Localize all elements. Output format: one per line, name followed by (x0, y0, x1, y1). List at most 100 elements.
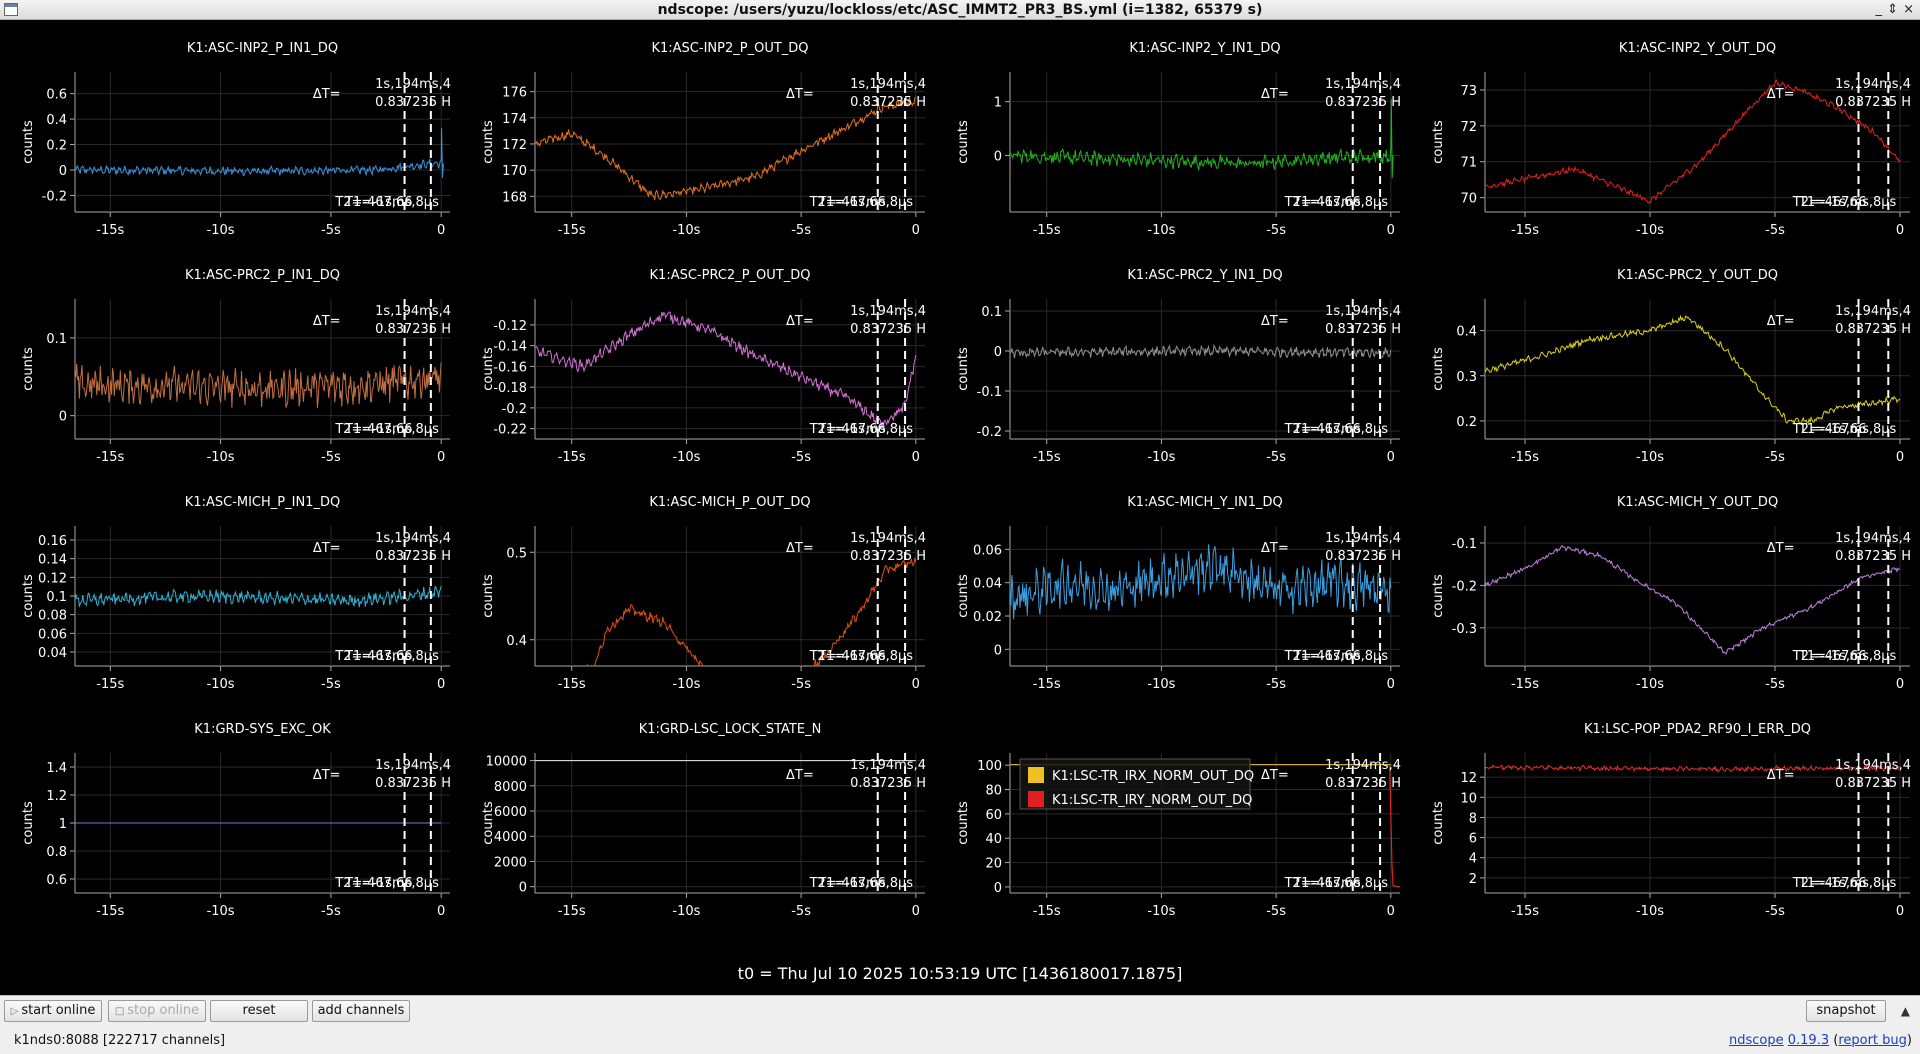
maximize-icon[interactable]: ⇕ (1887, 2, 1898, 17)
minimize-icon[interactable]: _ (1875, 2, 1883, 17)
y-tick-label: 0.3 (1456, 370, 1477, 385)
delta-t-value: 1s,194ms,4 (375, 758, 451, 773)
legend-label: K1:LSC-TR_IRY_NORM_OUT_DQ (1052, 793, 1252, 808)
y-tick-label: 0.4 (1456, 325, 1477, 340)
x-tick-label: 0 (437, 677, 445, 692)
y-axis-label: counts (21, 120, 36, 164)
y-tick-label: 1 (994, 96, 1002, 111)
delta-t-value: 1s,194ms,4 (1325, 77, 1401, 92)
ndscope-link[interactable]: ndscope (1728, 1033, 1784, 1048)
plot-panel: K1:ASC-INP2_P_IN1_DQ -15s -10s -5s 0 0.6 0.4 0.… (21, 41, 451, 238)
add-channels-button[interactable]: add channels (312, 1000, 410, 1022)
data-trace (1010, 98, 1394, 179)
y-tick-label: 1 (59, 817, 67, 832)
plot-panel: K1:ASC-MICH_Y_OUT_DQ -15s -10s -5s 0 -0.1 -0.2… (1431, 495, 1911, 692)
stop-icon: □ (114, 1006, 125, 1017)
y-axis-label: counts (956, 801, 971, 845)
y-tick-label: 1.2 (46, 789, 67, 804)
data-trace (1485, 763, 1901, 773)
frequency-value: 0.837235 H (850, 322, 926, 337)
y-tick-label: 2000 (494, 855, 527, 870)
plot-panel: K1:ASC-PRC2_P_OUT_DQ -15s -10s -5s 0 -0.12 -0.… (481, 268, 926, 465)
y-tick-label: 4000 (494, 830, 527, 845)
x-tick-label: -5s (321, 223, 341, 238)
delta-t-label: ΔT= (786, 87, 814, 102)
plot-title: K1:ASC-INP2_Y_IN1_DQ (1129, 41, 1280, 56)
y-axis-label: counts (956, 120, 971, 164)
t2-label: T2=-467ms,8µs (1284, 195, 1389, 210)
data-trace (1485, 314, 1901, 426)
x-tick-label: 0 (1387, 677, 1395, 692)
y-tick-label: 170 (502, 164, 527, 179)
t1-label: T1=-1s,66 (817, 876, 886, 891)
reset-button[interactable]: reset (210, 1000, 308, 1022)
plot-grid[interactable]: K1:ASC-INP2_P_IN1_DQ -15s -10s -5s 0 0.6 0.4 0.… (0, 20, 1920, 980)
t0-label: t0 = Thu Jul 10 2025 10:53:19 UTC [14361… (737, 964, 1183, 983)
plot-panel: K1:ASC-INP2_Y_OUT_DQ -15s -10s -5s 0 73 72 71 70… (1431, 41, 1911, 238)
delta-t-label: ΔT= (1261, 541, 1289, 556)
data-trace (1010, 544, 1392, 620)
delta-t-label: ΔT= (1261, 768, 1289, 783)
y-axis-label: counts (956, 574, 971, 618)
plot-title: K1:ASC-MICH_P_OUT_DQ (649, 495, 810, 510)
x-tick-label: 0 (912, 223, 920, 238)
t1-label: T1=-1s,66 (1798, 649, 1867, 664)
delta-t-label: ΔT= (1261, 314, 1289, 329)
y-tick-label: 0.1 (46, 590, 67, 605)
t1-label: T1=-1s,66 (344, 422, 413, 437)
x-tick-label: 0 (437, 223, 445, 238)
plot-title: K1:ASC-INP2_Y_OUT_DQ (1619, 41, 1776, 56)
t2-label: T2=-467ms,8µs (1792, 195, 1897, 210)
delta-t-value: 1s,194ms,4 (375, 531, 451, 546)
delta-t-value: 1s,194ms,4 (1835, 531, 1911, 546)
t1-label: T1=-1s,66 (817, 195, 886, 210)
delta-t-value: 1s,194ms,4 (1835, 304, 1911, 319)
delta-t-value: 1s,194ms,4 (850, 77, 926, 92)
snapshot-button[interactable]: snapshot (1806, 1000, 1886, 1022)
y-tick-label: 172 (502, 138, 527, 153)
plot-panel: K1:ASC-PRC2_Y_IN1_DQ -15s -10s -5s 0 0.1 0 -0.1… (956, 268, 1401, 465)
x-tick-label: -10s (1147, 450, 1175, 465)
y-tick-label: -0.2 (977, 425, 1002, 440)
y-tick-label: 0.6 (46, 88, 67, 103)
y-tick-label: 0.2 (1456, 415, 1477, 430)
x-tick-label: 0 (912, 677, 920, 692)
y-tick-label: 0.06 (38, 627, 67, 642)
x-tick-label: -10s (207, 677, 235, 692)
frequency-value: 0.837235 H (1835, 549, 1911, 564)
t1-label: T1=-1s,66 (344, 876, 413, 891)
x-tick-label: -10s (1636, 904, 1664, 919)
y-tick-label: 0 (59, 164, 67, 179)
x-tick-label: 0 (437, 450, 445, 465)
x-tick-label: -5s (1765, 677, 1785, 692)
y-tick-label: 174 (502, 112, 527, 127)
y-axis-label: counts (21, 801, 36, 845)
x-tick-label: -5s (1765, 904, 1785, 919)
frequency-value: 0.837235 H (1835, 95, 1911, 110)
y-tick-label: 10000 (486, 755, 527, 770)
x-tick-label: -10s (1147, 223, 1175, 238)
x-tick-label: 0 (1896, 223, 1904, 238)
x-tick-label: 0 (1896, 450, 1904, 465)
y-tick-label: 10 (1460, 791, 1477, 806)
report-bug-link[interactable]: report bug (1838, 1033, 1907, 1048)
t2-label: T2=-467ms,8µs (1792, 649, 1897, 664)
delta-t-value: 1s,194ms,4 (1325, 758, 1401, 773)
y-tick-label: 0.14 (38, 553, 67, 568)
y-tick-label: -0.16 (493, 360, 527, 375)
y-tick-label: 40 (985, 832, 1002, 847)
start-online-button[interactable]: ▷ start online (4, 1000, 102, 1022)
y-tick-label: 80 (985, 784, 1002, 799)
delta-t-value: 1s,194ms,4 (850, 304, 926, 319)
plot-title: K1:ASC-MICH_P_IN1_DQ (185, 495, 340, 510)
version-link[interactable]: 0.19.3 (1787, 1033, 1830, 1048)
collapse-icon[interactable]: ▲ (1900, 1004, 1910, 1018)
y-tick-label: 0.04 (38, 646, 67, 661)
t2-label: T2=-467ms,8µs (334, 876, 439, 891)
y-tick-label: 0 (994, 345, 1002, 360)
x-tick-label: -10s (1636, 450, 1664, 465)
plot-title: K1:ASC-PRC2_P_IN1_DQ (185, 268, 340, 283)
delta-t-label: ΔT= (1767, 314, 1795, 329)
y-tick-label: -0.12 (493, 319, 527, 334)
close-icon[interactable]: × (1903, 2, 1914, 17)
